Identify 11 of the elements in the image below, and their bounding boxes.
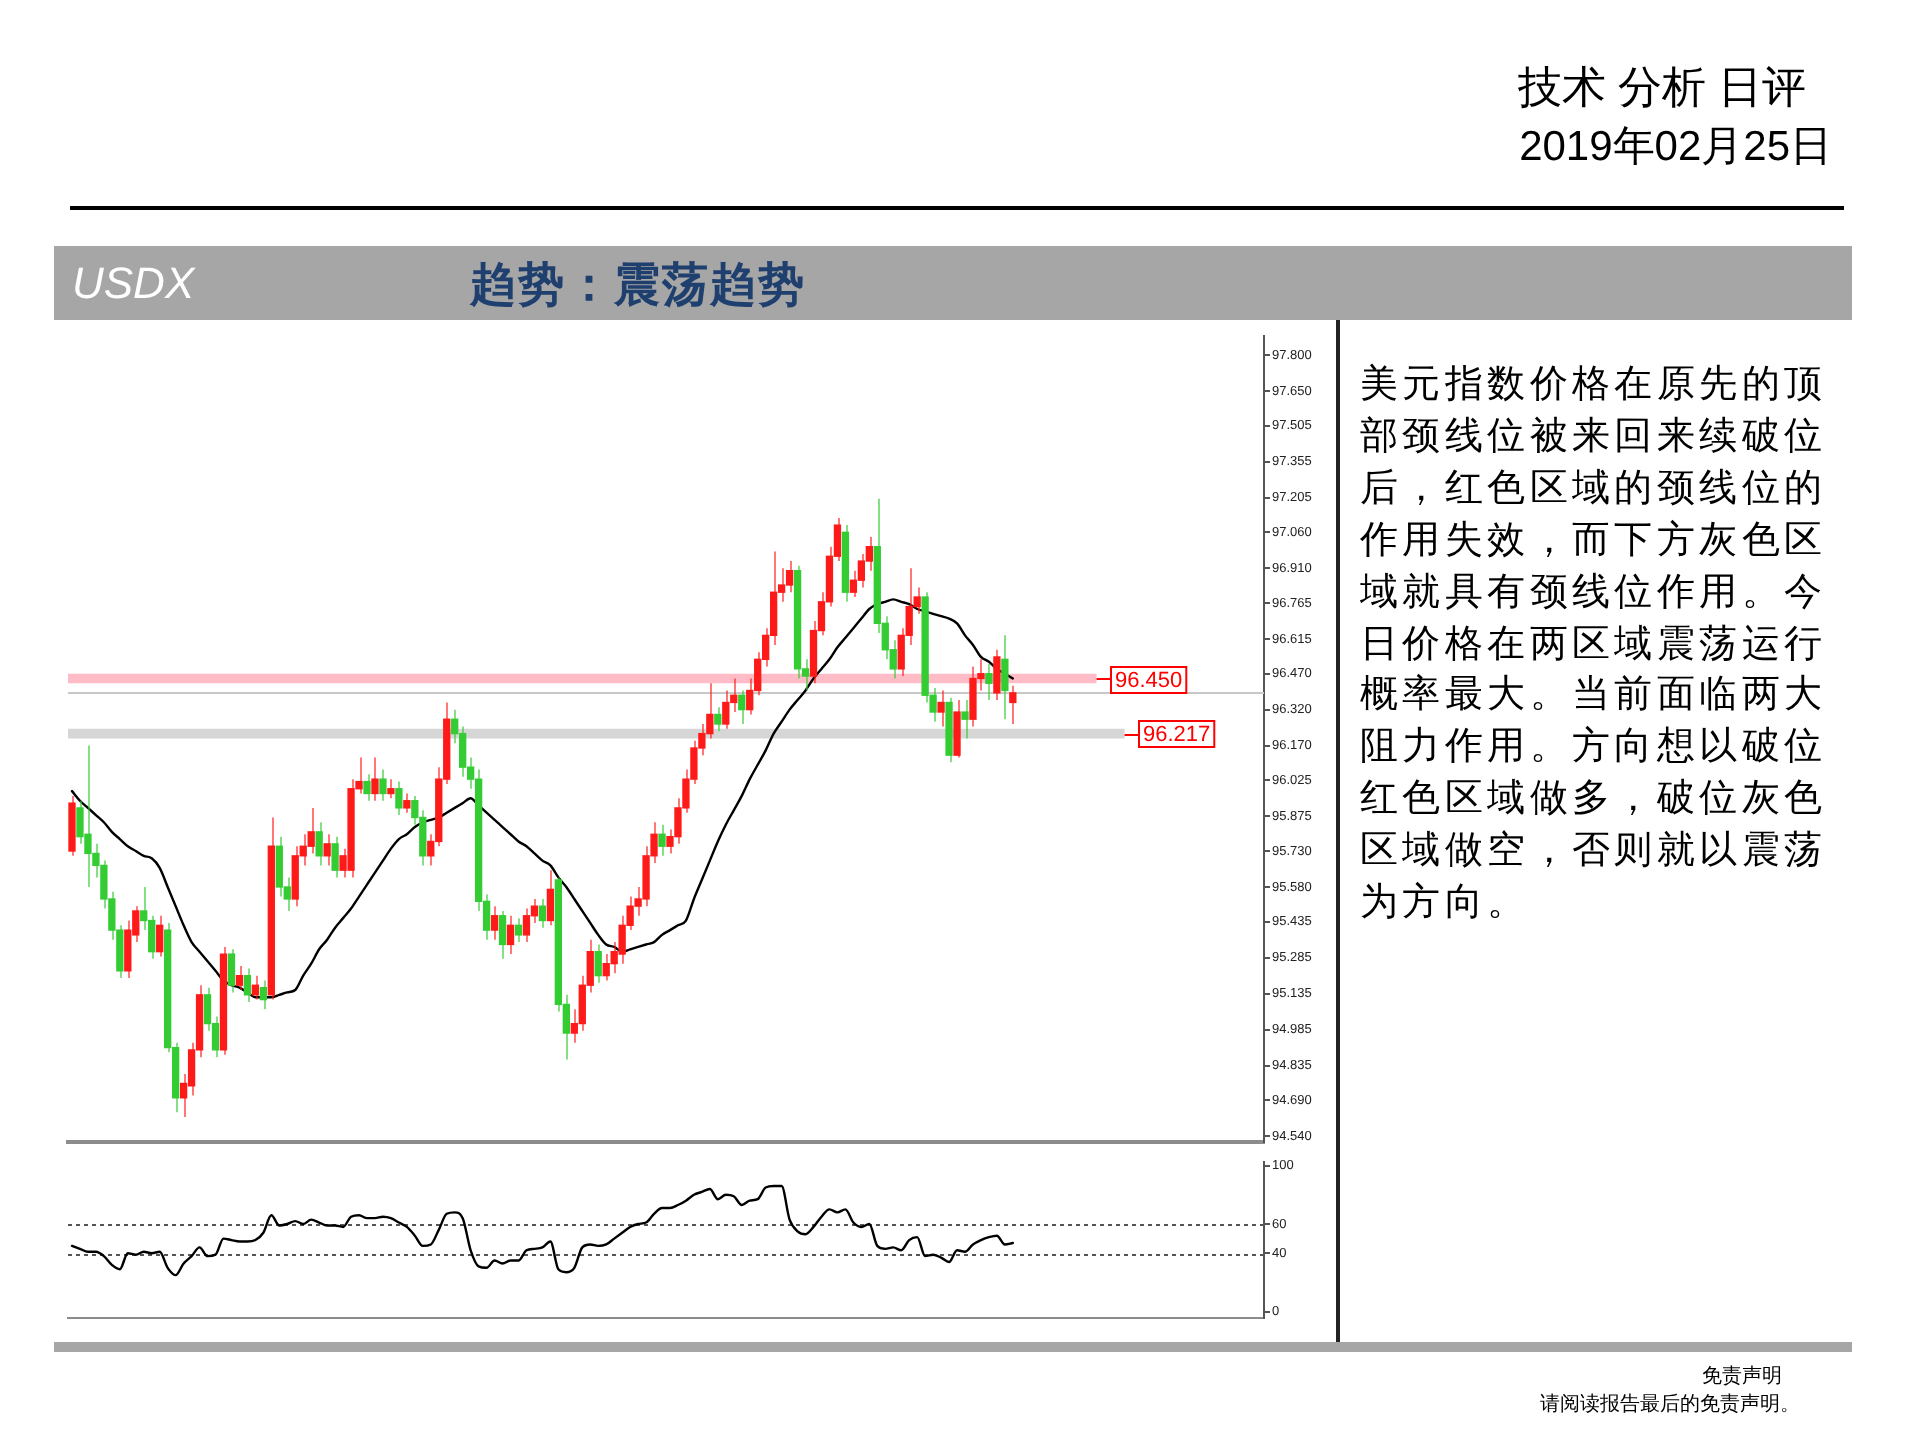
chart-title: USDX <box>72 258 195 310</box>
text: 2019年02月25日 <box>1519 122 1832 173</box>
band-label: 96.450 <box>1115 669 1183 694</box>
line-series <box>70 598 1015 999</box>
band-label: 96.217 <box>1143 723 1211 748</box>
text: 美元指数价格在原先的顶部颈线位被来回来续破位后，红色区域的颈线位的作用失效，而下方灰色区域就具有颈线位作用。今日价格在两区域震荡运行概率最大。当前面临两大阻力作用。方向想以破位红色区域做多，破位灰色区域做空，否则就以震荡为方向。 <box>1360 364 1827 925</box>
text: 请阅读报告最后的免责声明。 <box>1540 1394 1800 1418</box>
text: 免责声明 <box>1702 1366 1782 1390</box>
line-series <box>70 1184 1015 1277</box>
text: 技术 分析 日评 <box>1517 62 1806 115</box>
chart-subtitle: 趋势：震荡趋势 <box>470 258 806 310</box>
